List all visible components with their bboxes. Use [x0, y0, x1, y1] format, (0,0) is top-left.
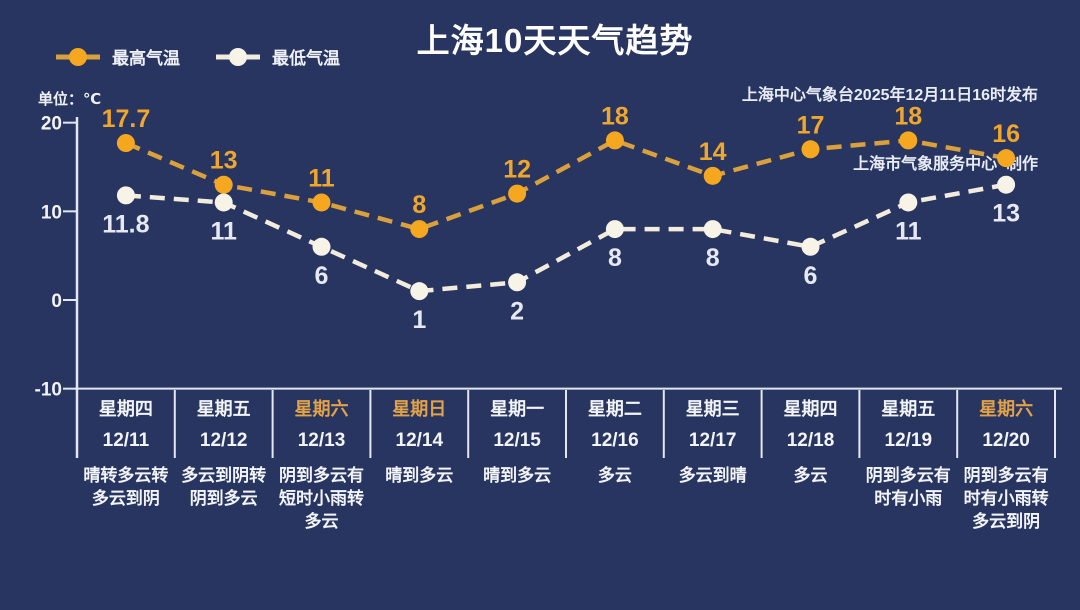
value-label: 11 — [895, 217, 922, 245]
data-point — [214, 193, 233, 212]
day-column: 星期六 12/13 阴到多云有短时小雨转多云 — [273, 396, 371, 533]
weekday-label: 星期五 — [881, 399, 936, 419]
chart-legend: 最高气温 最低气温 — [54, 44, 340, 69]
weather-text: 多云 — [793, 466, 828, 485]
value-label: 6 — [804, 262, 818, 290]
high-temp-line — [125, 137, 1007, 232]
weekday-label: 星期二 — [587, 399, 642, 419]
unit-label: 单位：℃ — [38, 91, 102, 108]
weather-text: 多云到阴转阴到多云 — [181, 466, 267, 508]
legend-high-label: 最高气温 — [112, 49, 180, 68]
data-point — [508, 273, 527, 292]
value-label: 1 — [412, 306, 426, 334]
day-column: 星期四 12/18 多云 — [762, 396, 860, 487]
low-temp-marker-icon — [216, 47, 260, 66]
value-label: 18 — [894, 102, 922, 130]
data-point — [899, 131, 918, 150]
date-label: 12/14 — [395, 430, 444, 451]
data-point — [312, 237, 331, 256]
y-tick-label: 20 — [41, 114, 62, 135]
value-label: 17 — [797, 111, 825, 139]
legend-item-low: 最低气温 — [214, 44, 340, 69]
value-label: 17.7 — [102, 105, 151, 133]
date-label: 12/18 — [786, 430, 835, 451]
data-point — [605, 220, 624, 239]
weather-text: 多云到晴 — [678, 466, 747, 485]
date-label: 12/19 — [884, 430, 933, 451]
data-point — [703, 220, 722, 239]
day-column: 星期四 12/11 晴转多云转多云到阴 — [77, 396, 175, 510]
weather-text: 阴到多云有时有小雨转多云到阴 — [963, 466, 1049, 531]
weekday-label: 星期三 — [685, 399, 740, 419]
date-label: 12/11 — [102, 430, 150, 451]
day-column: 星期日 12/14 晴到多云 — [370, 396, 468, 487]
weather-text: 阴到多云有时有小雨 — [865, 466, 951, 508]
data-point — [703, 166, 722, 185]
y-tick-label: 10 — [41, 202, 62, 223]
value-label: 8 — [412, 191, 426, 219]
day-column: 星期一 12/15 晴到多云 — [468, 396, 566, 487]
data-point — [508, 184, 527, 203]
date-label: 12/17 — [688, 430, 737, 451]
weather-text: 多云 — [597, 466, 632, 485]
y-tick-label: 0 — [51, 291, 62, 312]
legend-item-high: 最高气温 — [54, 44, 180, 69]
date-label: 12/16 — [591, 430, 639, 451]
weekday-label: 星期六 — [979, 399, 1034, 419]
value-label: 11.8 — [102, 210, 149, 238]
y-tick-label: -10 — [35, 380, 62, 401]
value-label: 6 — [315, 262, 329, 290]
weather-text: 晴到多云 — [385, 466, 454, 485]
date-label: 12/13 — [297, 430, 346, 451]
value-label: 18 — [601, 102, 629, 130]
weather-text: 阴到多云有短时小雨转多云 — [278, 466, 364, 531]
value-label: 16 — [992, 120, 1020, 148]
value-label: 13 — [210, 147, 238, 175]
weather-text: 晴转多云转多云到阴 — [83, 466, 169, 508]
date-label: 12/20 — [982, 430, 1030, 451]
data-point — [605, 131, 624, 150]
date-label: 12/15 — [493, 430, 541, 451]
value-label: 12 — [503, 156, 531, 184]
weather-text: 晴到多云 — [483, 466, 552, 485]
low-temp-line — [125, 182, 1007, 294]
weekday-label: 星期五 — [196, 399, 251, 419]
day-column: 星期六 12/20 阴到多云有时有小雨转多云到阴 — [957, 396, 1055, 533]
data-point — [312, 193, 331, 212]
weekday-label: 星期四 — [98, 399, 153, 419]
page-title: 上海10天天气趋势 — [416, 22, 694, 59]
legend-low-label: 最低气温 — [272, 49, 340, 68]
value-label: 13 — [992, 200, 1020, 228]
data-point — [214, 175, 233, 194]
high-temp-marker-icon — [56, 47, 100, 66]
weekday-label: 星期日 — [392, 399, 447, 419]
source-line-1: 上海中心气象台2025年12月11日16时发布 — [741, 87, 1038, 104]
data-point — [899, 193, 918, 212]
value-label: 2 — [510, 297, 524, 325]
data-point — [801, 140, 820, 159]
day-column: 星期三 12/17 多云到晴 — [664, 396, 762, 487]
data-point — [997, 149, 1016, 168]
data-point — [116, 134, 135, 153]
data-point — [410, 220, 429, 239]
value-label: 8 — [608, 244, 622, 272]
data-point — [116, 186, 135, 205]
weekday-label: 星期四 — [783, 399, 838, 419]
data-point — [410, 282, 429, 301]
weekday-label: 星期一 — [490, 399, 545, 419]
data-point — [801, 237, 820, 256]
day-column: 星期五 12/19 阴到多云有时有小雨 — [859, 396, 957, 510]
source-credit: 上海中心气象台2025年12月11日16时发布 上海市气象服务中心 制作 — [742, 38, 1038, 222]
date-label: 12/12 — [199, 430, 248, 451]
data-point — [997, 175, 1016, 194]
value-label: 8 — [706, 244, 720, 272]
value-label: 11 — [308, 164, 335, 192]
day-column: 星期五 12/12 多云到阴转阴到多云 — [175, 396, 273, 510]
weekday-label: 星期六 — [294, 399, 349, 419]
day-column: 星期二 12/16 多云 — [566, 396, 664, 487]
value-label: 11 — [210, 217, 237, 245]
value-label: 14 — [699, 138, 727, 166]
